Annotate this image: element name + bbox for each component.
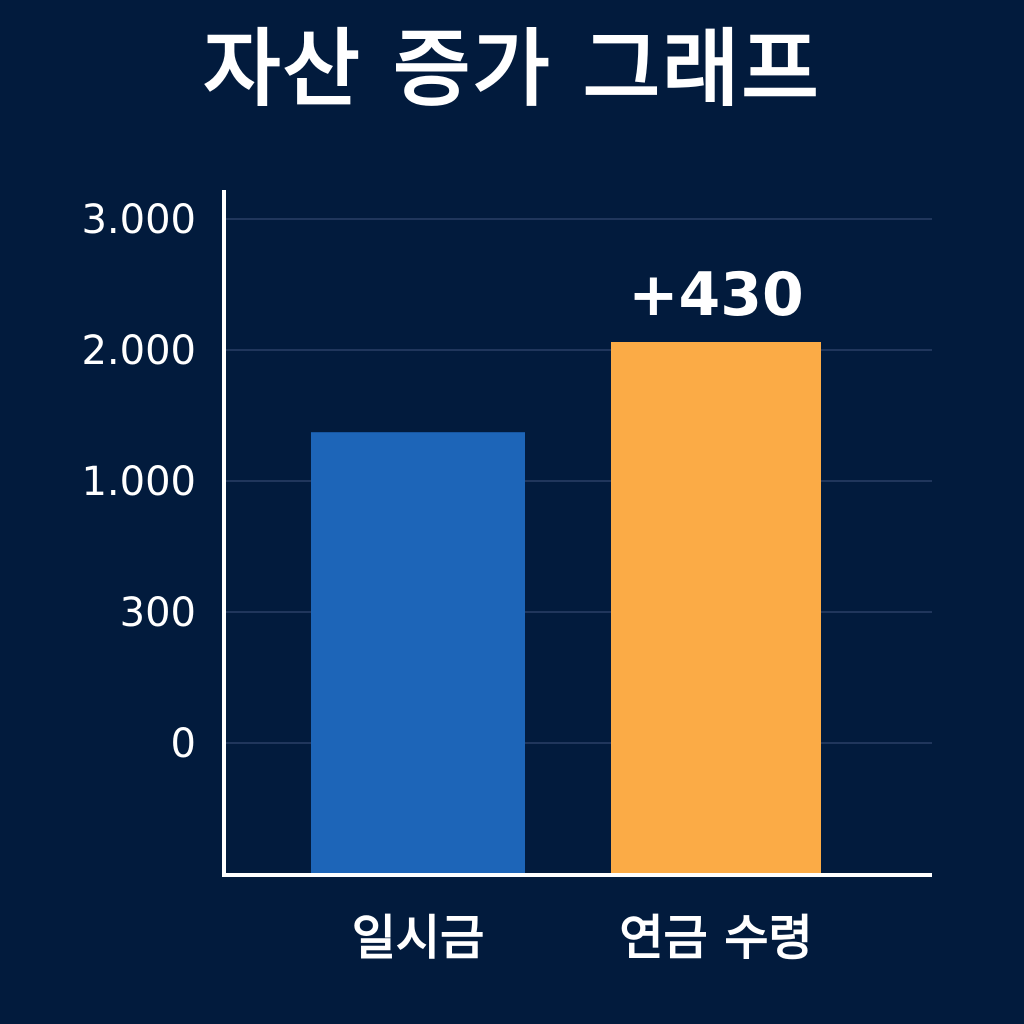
bar: [611, 342, 821, 875]
y-axis-ticks: 0 300 1.000 2.000 3.000: [81, 197, 196, 767]
y-tick-label: 2.000: [81, 328, 196, 374]
bars: [311, 342, 821, 875]
y-tick-label: 300: [120, 590, 196, 636]
bar: [311, 432, 525, 875]
x-category-label: 연금 수령: [619, 910, 812, 966]
data-labels: +430: [628, 260, 804, 330]
bar-data-label: +430: [628, 260, 804, 330]
x-category-label: 일시금: [352, 910, 484, 966]
chart-title: 자산 증가 그래프: [203, 20, 821, 118]
y-tick-label: 0: [171, 721, 196, 767]
y-tick-label: 1.000: [81, 459, 196, 505]
y-tick-label: 3.000: [81, 197, 196, 243]
x-axis-labels: 일시금 연금 수령: [352, 910, 813, 966]
